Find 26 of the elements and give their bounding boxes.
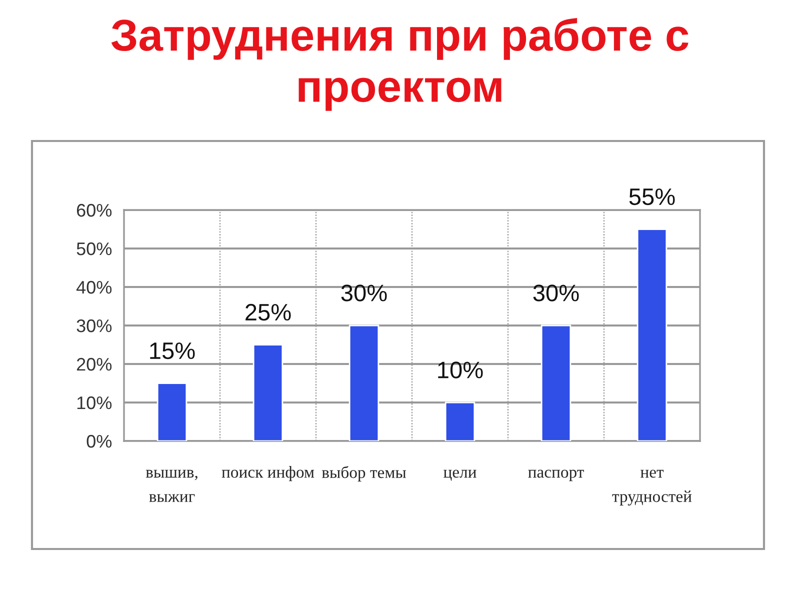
data-label: 30% (533, 284, 579, 302)
data-label: 10% (438, 362, 483, 378)
bar (252, 344, 284, 441)
bar (636, 228, 668, 441)
x-tick-label: вышив, выжиг (146, 470, 198, 502)
data-label: 55% (629, 188, 675, 206)
bar (444, 402, 476, 441)
y-tick-label: 10% (77, 396, 112, 410)
data-label: 30% (341, 284, 387, 302)
chart-title: Затруднения при работе с проектом (111, 18, 688, 111)
x-tick-label: нет трудностей (612, 470, 692, 506)
bar (540, 324, 572, 441)
bar (348, 324, 380, 441)
x-tick-label: паспорт (528, 470, 584, 482)
data-label: 25% (246, 304, 291, 321)
bar (156, 382, 188, 441)
data-label: 15% (150, 342, 195, 360)
y-tick-label: 0% (86, 434, 112, 448)
x-tick-label: выбор темы (322, 466, 406, 482)
x-tick-label: цели (444, 470, 476, 481)
y-tick-label: 40% (76, 280, 112, 294)
y-tick-label: 30% (76, 319, 112, 332)
x-tick-label: поиск инфом (222, 466, 314, 482)
y-tick-label: 60% (76, 204, 112, 217)
y-tick-label: 50% (76, 242, 112, 256)
y-tick-label: 20% (76, 358, 112, 371)
